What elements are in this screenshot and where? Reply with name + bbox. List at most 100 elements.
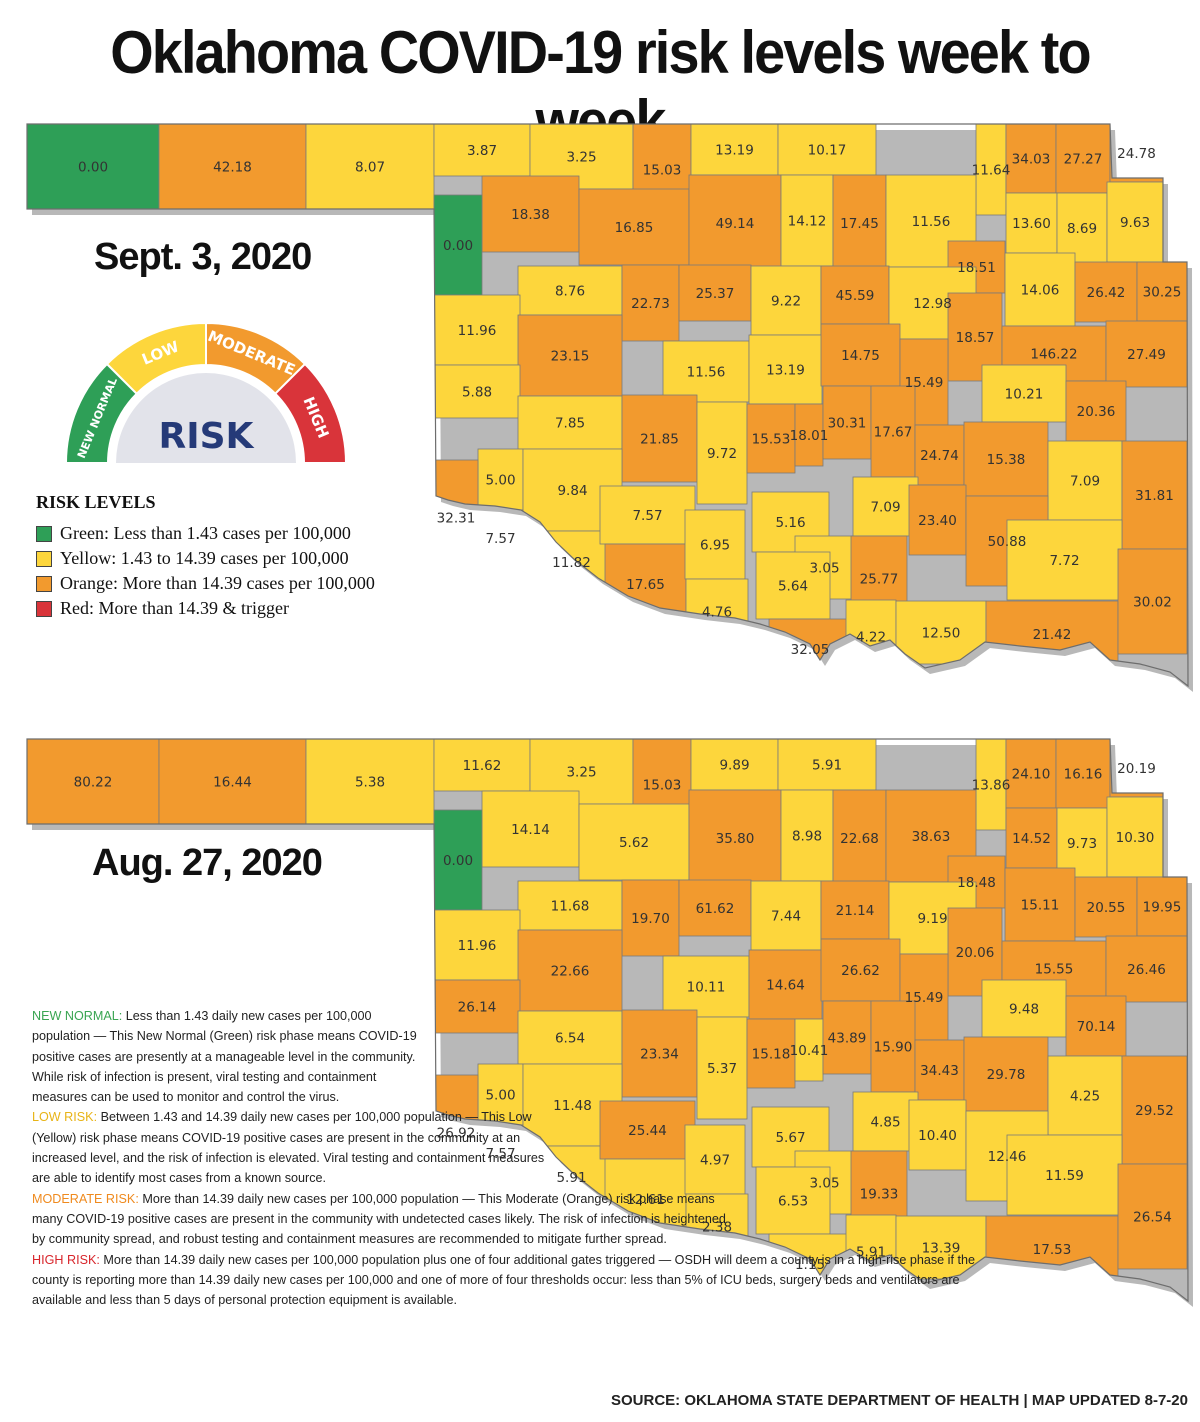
desc-heading: MODERATE RISK: <box>32 1191 139 1206</box>
county-region <box>621 1009 698 1098</box>
county-region <box>1005 124 1057 194</box>
county-region <box>517 880 623 931</box>
county-rate-label: 22.68 <box>840 831 879 847</box>
county-rate-label: 4.76 <box>702 605 732 621</box>
county-rate-label: 3.05 <box>809 1176 839 1192</box>
county-region <box>748 949 823 1020</box>
county-rate-label: 50.88 <box>988 534 1027 550</box>
county-region <box>1136 261 1188 322</box>
county-rate-label: 15.03 <box>643 778 682 794</box>
county-region <box>621 879 680 957</box>
county-rate-label: 21.85 <box>640 432 679 448</box>
county-region <box>975 124 1007 216</box>
county-region <box>621 394 698 483</box>
county-region <box>885 789 977 883</box>
legend-label: Yellow: 1.43 to 14.39 cases per 100,000 <box>60 548 349 568</box>
county-map-sept-3: 0.00 42.18 8.07 3.87 3.25 15.03 13.19 10.17 11.6… <box>26 123 1193 692</box>
county-rate-label: 10.41 <box>790 1043 829 1059</box>
legend-heading: RISK LEVELS <box>36 492 156 512</box>
legend-label: Green: Less than 1.43 cases per 100,000 <box>60 523 351 543</box>
county-rate-label: 15.03 <box>643 163 682 179</box>
desc-new-normal: NEW NORMAL: Less than 1.43 daily new cas… <box>32 1006 422 1107</box>
county-rate-label: 7.09 <box>1070 474 1100 490</box>
county-rate-label: 9.48 <box>1009 1002 1039 1018</box>
county-rate-label: 26.54 <box>1133 1210 1172 1226</box>
county-region <box>433 194 483 296</box>
county-region <box>820 938 901 1002</box>
county-rate-label: 11.64 <box>972 163 1011 179</box>
county-rate-label: 5.91 <box>856 1245 886 1261</box>
county-region <box>870 385 916 478</box>
county-rate-label: 8.76 <box>555 284 585 300</box>
legend-swatch <box>36 525 52 542</box>
county-rate-label: 2.38 <box>702 1220 732 1236</box>
county-rate-label: 5.62 <box>619 835 649 851</box>
county-region <box>621 264 680 342</box>
gauge-segment <box>273 362 348 464</box>
desc-text: More than 14.39 daily new cases per 100,… <box>32 1191 726 1247</box>
county-rate-label: 20.55 <box>1087 900 1126 916</box>
legend-swatch <box>36 550 52 567</box>
county-rate-label: 19.95 <box>1143 900 1182 916</box>
county-rate-label: 9.19 <box>917 911 947 927</box>
county-region <box>1105 320 1188 388</box>
county-rate-label: 32.31 <box>437 511 476 527</box>
county-rate-label: 4.25 <box>1070 1089 1100 1105</box>
legend-item-red: Red: More than 14.39 & trigger <box>36 596 375 621</box>
county-rate-label: 11.48 <box>553 1098 592 1114</box>
county-rate-label: 13.19 <box>715 143 754 159</box>
county-rate-label: 20.19 <box>1117 761 1156 777</box>
county-region <box>777 124 877 176</box>
county-region <box>696 401 748 505</box>
county-region <box>1006 519 1123 601</box>
county-region <box>696 1016 748 1120</box>
county-region <box>1106 181 1164 263</box>
county-rate-label: 15.90 <box>874 1040 913 1056</box>
county-region <box>1074 876 1138 938</box>
county-region <box>433 979 521 1034</box>
county-rate-label: 25.44 <box>628 1123 667 1139</box>
county-region <box>158 124 307 210</box>
gauge-center-label: RISK <box>159 416 255 457</box>
county-region <box>908 484 967 556</box>
county-region <box>755 551 831 620</box>
state-outline <box>26 738 1189 1303</box>
county-rate-label: 23.15 <box>551 349 590 365</box>
county-region <box>822 1000 872 1075</box>
map-date-aug-27: Aug. 27, 2020 <box>92 842 323 884</box>
county-rate-label: 11.68 <box>551 899 590 915</box>
county-region <box>746 403 796 474</box>
desc-heading: HIGH RISK: <box>32 1252 100 1267</box>
county-rate-label: 13.60 <box>1012 216 1051 232</box>
county-rate-label: 13.39 <box>922 1241 961 1257</box>
county-region <box>1136 876 1188 937</box>
county-rate-label: 17.67 <box>874 425 913 441</box>
county-region <box>433 809 483 911</box>
county-rate-label: 34.03 <box>1012 152 1051 168</box>
county-region <box>780 789 834 882</box>
map-date-sept-3: Sept. 3, 2020 <box>94 236 312 278</box>
county-rate-label: 5.64 <box>778 579 808 595</box>
county-region <box>433 364 521 419</box>
county-region <box>820 323 901 387</box>
county-rate-label: 26.46 <box>1127 962 1166 978</box>
county-rate-label: 24.74 <box>920 448 959 464</box>
county-rate-label: 30.25 <box>1143 285 1182 301</box>
county-region <box>1056 192 1108 264</box>
page-title: Oklahoma COVID-19 risk levels week to we… <box>110 19 1091 155</box>
county-rate-label: 5.91 <box>556 1170 586 1186</box>
county-rate-label: 10.30 <box>1116 830 1155 846</box>
county-region <box>832 789 887 887</box>
county-rate-label: 15.38 <box>987 452 1026 468</box>
county-region <box>1117 1163 1188 1270</box>
county-rate-label: 16.44 <box>213 775 252 791</box>
county-region <box>517 265 623 316</box>
county-rate-label: 13.19 <box>766 363 805 379</box>
legend-item-orange: Orange: More than 14.39 cases per 100,00… <box>36 571 375 596</box>
risk-descriptions: NEW NORMAL: Less than 1.43 daily new cas… <box>32 1006 1032 1310</box>
county-rate-label: 9.72 <box>707 446 737 462</box>
county-rate-label: 11.62 <box>463 758 502 774</box>
county-rate-label: 5.38 <box>355 775 385 791</box>
county-rate-label: 18.48 <box>957 875 996 891</box>
county-region <box>750 880 822 951</box>
